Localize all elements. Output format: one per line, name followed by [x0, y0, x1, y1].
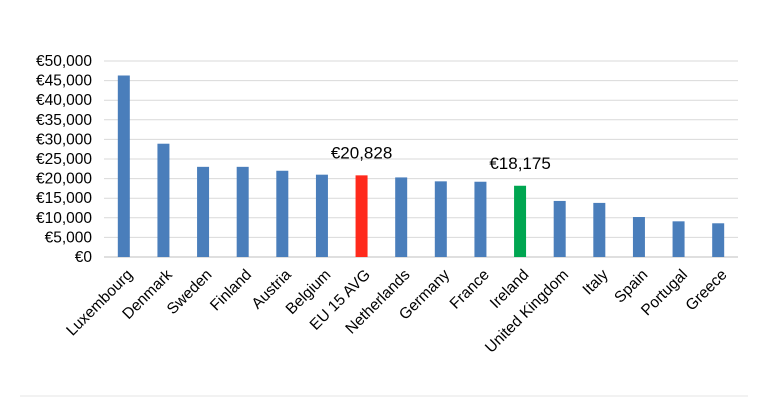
x-tick-label: Luxembourg — [63, 266, 136, 339]
y-tick-label: €50,000 — [36, 53, 92, 70]
bar-netherlands — [395, 177, 408, 257]
y-tick-label: €25,000 — [36, 151, 92, 168]
y-tick-label: €0 — [75, 249, 93, 266]
bar-denmark — [157, 143, 170, 257]
x-tick-label: Greece — [683, 266, 731, 314]
y-tick-label: €45,000 — [36, 73, 92, 90]
x-axis-labels: LuxembourgDenmarkSwedenFinlandAustriaBel… — [63, 266, 730, 356]
x-tick-label: France — [447, 266, 493, 312]
bar-united-kingdom — [553, 200, 566, 257]
bar-layer — [117, 75, 725, 257]
y-tick-label: €10,000 — [36, 210, 92, 227]
bar-greece — [712, 223, 725, 257]
bar-sweden — [197, 166, 210, 257]
grid-layer — [104, 60, 738, 258]
x-tick-label: Sweden — [164, 266, 216, 318]
bar-finland — [236, 166, 249, 257]
y-tick-label: €5,000 — [45, 229, 93, 246]
bar-eu-15-avg — [355, 175, 368, 257]
bar-ireland — [514, 185, 527, 257]
bar-belgium — [315, 174, 328, 257]
data-label-eu-15-avg: €20,828 — [331, 143, 392, 162]
bar-austria — [276, 170, 289, 257]
bar-france — [474, 181, 487, 257]
x-tick-label: Finland — [207, 266, 255, 314]
x-tick-label: Italy — [580, 266, 612, 298]
y-tick-label: €30,000 — [36, 131, 92, 148]
bar-spain — [632, 217, 645, 257]
y-tick-label: €40,000 — [36, 92, 92, 109]
y-tick-label: €15,000 — [36, 190, 92, 207]
annotation-layer: €20,828 €18,175 — [331, 143, 551, 172]
data-label-ireland: €18,175 — [489, 154, 550, 173]
bar-germany — [434, 181, 447, 257]
bar-italy — [593, 202, 606, 257]
y-tick-label: €20,000 — [36, 171, 92, 188]
y-axis-ticks: €0 €5,000 €10,000 €15,000 €20,000 €25,000 €30,… — [36, 53, 92, 266]
y-tick-label: €35,000 — [36, 112, 92, 129]
bar-luxembourg — [117, 75, 130, 257]
bar-portugal — [672, 221, 685, 257]
